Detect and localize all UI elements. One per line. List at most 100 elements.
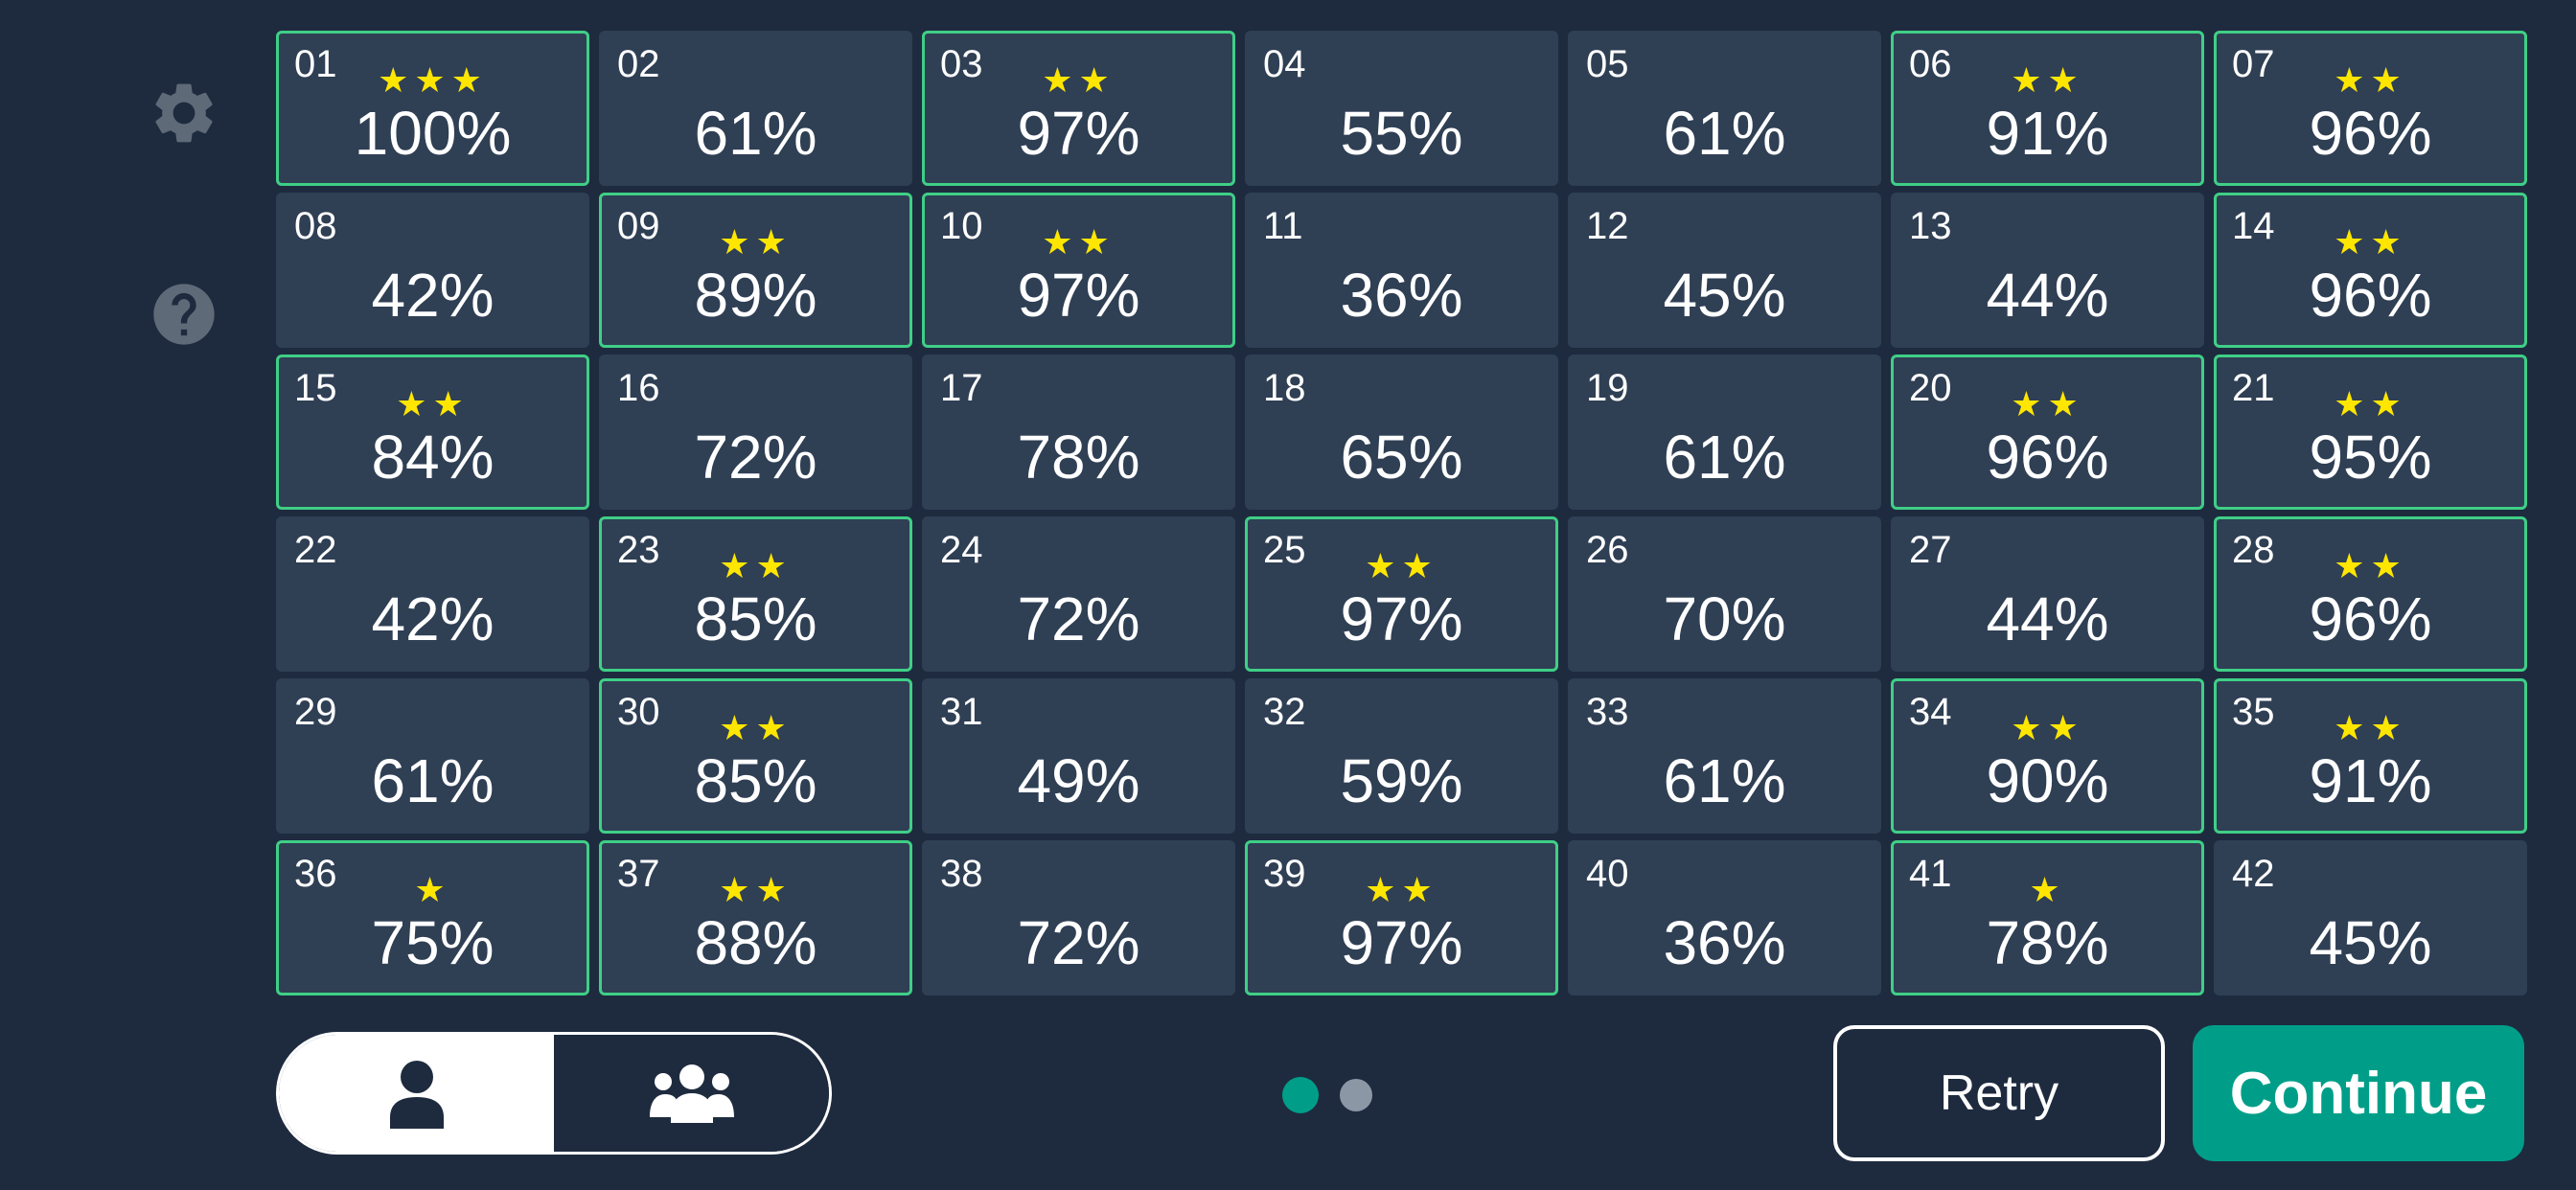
level-score: 89%	[694, 261, 817, 330]
level-score: 49%	[1017, 746, 1140, 815]
level-number: 42	[2232, 853, 2275, 895]
star-rating: ★★	[2217, 710, 2524, 748]
star-icon: ★	[719, 871, 756, 910]
star-icon: ★	[719, 709, 756, 748]
page-dot-active[interactable]	[1282, 1077, 1319, 1113]
level-tile[interactable]: 23 ★★ 85%	[599, 516, 912, 672]
level-number: 11	[1263, 205, 1303, 247]
star-rating: ★★	[2217, 224, 2524, 263]
star-rating: ★★★	[279, 62, 586, 101]
star-rating: ★★	[279, 386, 586, 424]
level-number: 09	[617, 205, 660, 247]
level-tile[interactable]: 12 45%	[1568, 193, 1881, 348]
star-rating: ★★	[1894, 386, 2201, 424]
level-tile[interactable]: 22 42%	[276, 516, 589, 672]
level-tile[interactable]: 25 ★★ 97%	[1245, 516, 1558, 672]
level-tile[interactable]: 01 ★★★ 100%	[276, 31, 589, 186]
level-number: 07	[2232, 43, 2275, 85]
level-number: 05	[1586, 43, 1629, 85]
level-tile[interactable]: 41 ★ 78%	[1891, 840, 2204, 995]
level-number: 33	[1586, 691, 1629, 733]
level-tile[interactable]: 19 61%	[1568, 355, 1881, 510]
level-tile[interactable]: 17 78%	[922, 355, 1235, 510]
star-icon: ★	[1365, 547, 1402, 586]
level-tile[interactable]: 04 55%	[1245, 31, 1558, 186]
star-icon: ★	[378, 61, 415, 101]
level-score: 44%	[1986, 584, 2109, 653]
level-tile[interactable]: 10 ★★ 97%	[922, 193, 1235, 348]
star-icon: ★	[2047, 709, 2084, 748]
star-rating: ★★	[1894, 710, 2201, 748]
level-score: 70%	[1663, 584, 1786, 653]
level-number: 41	[1909, 853, 1952, 895]
level-tile[interactable]: 33 61%	[1568, 678, 1881, 834]
level-tile[interactable]: 11 36%	[1245, 193, 1558, 348]
level-tile[interactable]: 05 61%	[1568, 31, 1881, 186]
level-score: 85%	[694, 584, 817, 653]
level-tile[interactable]: 20 ★★ 96%	[1891, 355, 2204, 510]
mode-toggle	[276, 1032, 832, 1155]
level-tile[interactable]: 16 72%	[599, 355, 912, 510]
single-player-icon	[386, 1058, 448, 1129]
level-tile[interactable]: 06 ★★ 91%	[1891, 31, 2204, 186]
level-tile[interactable]: 31 49%	[922, 678, 1235, 834]
level-number: 21	[2232, 367, 2275, 409]
level-tile[interactable]: 28 ★★ 96%	[2214, 516, 2527, 672]
level-score: 97%	[1017, 261, 1140, 330]
level-tile[interactable]: 35 ★★ 91%	[2214, 678, 2527, 834]
level-score: 72%	[1017, 908, 1140, 977]
level-tile[interactable]: 40 36%	[1568, 840, 1881, 995]
level-score: 61%	[1663, 99, 1786, 168]
level-tile[interactable]: 36 ★ 75%	[276, 840, 589, 995]
level-number: 30	[617, 691, 660, 733]
level-number: 40	[1586, 853, 1629, 895]
level-tile[interactable]: 15 ★★ 84%	[276, 355, 589, 510]
level-tile[interactable]: 39 ★★ 97%	[1245, 840, 1558, 995]
multiplayer-tab[interactable]	[554, 1035, 829, 1152]
star-icon: ★	[719, 547, 756, 586]
star-icon: ★	[2011, 61, 2048, 101]
level-number: 22	[294, 529, 337, 571]
continue-button[interactable]: Continue	[2193, 1025, 2524, 1161]
level-tile[interactable]: 08 42%	[276, 193, 589, 348]
level-tile[interactable]: 42 45%	[2214, 840, 2527, 995]
star-icon: ★	[1078, 61, 1116, 101]
level-tile[interactable]: 21 ★★ 95%	[2214, 355, 2527, 510]
level-score: 72%	[1017, 584, 1140, 653]
level-number: 26	[1586, 529, 1629, 571]
level-tile[interactable]: 18 65%	[1245, 355, 1558, 510]
level-tile[interactable]: 13 44%	[1891, 193, 2204, 348]
retry-button[interactable]: Retry	[1833, 1025, 2165, 1161]
star-icon: ★	[432, 385, 470, 424]
star-icon: ★	[2370, 61, 2407, 101]
level-score: 42%	[371, 261, 494, 330]
question-circle-icon[interactable]	[148, 278, 220, 351]
star-icon: ★	[755, 223, 793, 263]
level-tile[interactable]: 37 ★★ 88%	[599, 840, 912, 995]
level-tile[interactable]: 29 61%	[276, 678, 589, 834]
level-score: 75%	[371, 908, 494, 977]
level-tile[interactable]: 03 ★★ 97%	[922, 31, 1235, 186]
level-tile[interactable]: 30 ★★ 85%	[599, 678, 912, 834]
level-tile[interactable]: 07 ★★ 96%	[2214, 31, 2527, 186]
level-tile[interactable]: 24 72%	[922, 516, 1235, 672]
level-tile[interactable]: 14 ★★ 96%	[2214, 193, 2527, 348]
level-tile[interactable]: 26 70%	[1568, 516, 1881, 672]
star-icon: ★	[2334, 223, 2371, 263]
level-tile[interactable]: 34 ★★ 90%	[1891, 678, 2204, 834]
level-tile[interactable]: 02 61%	[599, 31, 912, 186]
level-score: 36%	[1340, 261, 1463, 330]
level-tile[interactable]: 38 72%	[922, 840, 1235, 995]
star-icon: ★	[1401, 871, 1438, 910]
level-tile[interactable]: 32 59%	[1245, 678, 1558, 834]
page-indicator	[1282, 1077, 1372, 1113]
star-icon: ★	[755, 709, 793, 748]
level-tile[interactable]: 09 ★★ 89%	[599, 193, 912, 348]
star-icon: ★	[2370, 709, 2407, 748]
star-icon: ★	[1042, 223, 1079, 263]
gear-icon[interactable]	[148, 77, 220, 149]
star-icon: ★	[450, 61, 488, 101]
page-dot[interactable]	[1340, 1079, 1372, 1111]
level-tile[interactable]: 27 44%	[1891, 516, 2204, 672]
single-player-tab[interactable]	[279, 1035, 554, 1152]
